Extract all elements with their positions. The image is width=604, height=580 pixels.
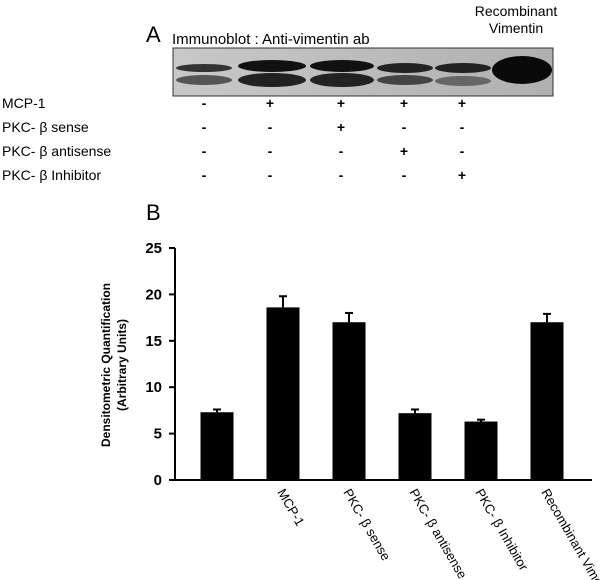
error-bar — [477, 418, 485, 422]
error-bar — [213, 408, 221, 413]
sign: - — [460, 119, 465, 135]
y-tick-label: 25 — [145, 240, 162, 257]
sign: - — [339, 143, 344, 159]
sign: + — [266, 95, 274, 111]
bar — [200, 412, 234, 480]
y-tick-label: 10 — [145, 379, 162, 396]
bar — [530, 322, 564, 480]
sign: - — [339, 167, 344, 183]
sign: + — [337, 119, 345, 135]
sign: - — [268, 143, 273, 159]
x-tick-label: PKC- β antisense — [406, 486, 470, 580]
sign: - — [268, 167, 273, 183]
sign: - — [402, 119, 407, 135]
y-axis-label: Densitometric Quantification — [99, 283, 113, 447]
bar — [464, 421, 498, 480]
blot — [172, 47, 554, 97]
sign: - — [268, 119, 273, 135]
recombinant-label: Recombinant — [475, 3, 558, 19]
y-axis-label: (Arbitrary Units) — [115, 319, 129, 411]
bar — [398, 413, 432, 480]
row-label: MCP-1 — [2, 95, 46, 111]
bar — [332, 322, 366, 480]
y-tick-label: 5 — [154, 426, 162, 443]
panel-label: B — [146, 200, 161, 225]
x-tick-label: Recombinant Vimentin — [538, 486, 604, 580]
sign: + — [400, 95, 408, 111]
error-bar — [345, 311, 353, 323]
x-tick-label: PKC- β sense — [340, 486, 393, 563]
recombinant-label: Vimentin — [489, 20, 543, 36]
blot-title: Immunoblot : Anti-vimentin ab — [172, 31, 370, 48]
sign: - — [202, 119, 207, 135]
sign: - — [460, 143, 465, 159]
error-bar — [279, 295, 287, 308]
sign: - — [202, 167, 207, 183]
sign: + — [458, 167, 466, 183]
sign: - — [402, 167, 407, 183]
y-tick-label: 20 — [145, 286, 162, 303]
error-bar — [411, 408, 419, 414]
row-label: PKC- β Inhibitor — [2, 167, 101, 183]
x-tick-label: PKC- β Inhibitor — [472, 486, 531, 574]
bar — [266, 307, 300, 480]
x-tick-label: MCP-1 — [274, 486, 307, 529]
sign: - — [202, 143, 207, 159]
y-tick-label: 0 — [154, 472, 162, 489]
sign: + — [458, 95, 466, 111]
sign: - — [202, 95, 207, 111]
panel-label: A — [146, 22, 161, 47]
error-bar — [543, 312, 551, 323]
sign: + — [337, 95, 345, 111]
y-tick-label: 15 — [145, 333, 162, 350]
row-label: PKC- β antisense — [2, 143, 111, 159]
row-label: PKC- β sense — [2, 119, 89, 135]
sign: + — [400, 143, 408, 159]
